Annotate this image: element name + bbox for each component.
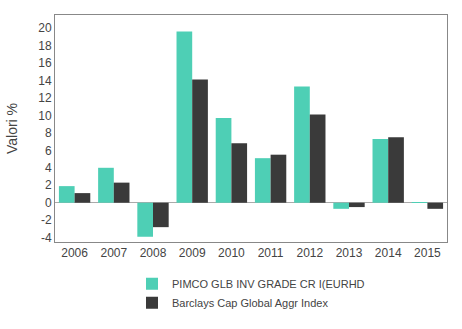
svg-text:2011: 2011 (258, 246, 284, 260)
svg-text:-4: -4 (41, 231, 52, 245)
svg-text:20: 20 (38, 21, 52, 35)
svg-text:16: 16 (38, 56, 52, 70)
svg-text:10: 10 (38, 109, 52, 123)
svg-text:2009: 2009 (179, 246, 206, 260)
svg-text:18: 18 (38, 39, 52, 53)
svg-text:-2: -2 (41, 213, 52, 227)
svg-text:Valori %: Valori % (4, 103, 20, 154)
svg-text:PIMCO GLB INV GRADE CR I(EURHD: PIMCO GLB INV GRADE CR I(EURHD (172, 278, 365, 290)
svg-text:4: 4 (45, 161, 52, 175)
svg-text:0: 0 (45, 196, 52, 210)
svg-text:2006: 2006 (61, 246, 88, 260)
svg-text:2015: 2015 (414, 246, 441, 260)
svg-text:8: 8 (45, 126, 52, 140)
svg-text:2013: 2013 (336, 246, 363, 260)
svg-text:2007: 2007 (100, 246, 127, 260)
svg-text:2: 2 (45, 178, 52, 192)
svg-text:2012: 2012 (296, 246, 323, 260)
svg-text:12: 12 (38, 91, 52, 105)
svg-text:2008: 2008 (140, 246, 167, 260)
svg-text:2010: 2010 (218, 246, 245, 260)
svg-text:14: 14 (38, 74, 52, 88)
svg-text:6: 6 (45, 144, 52, 158)
svg-text:2014: 2014 (375, 246, 402, 260)
svg-text:Barclays Cap Global Aggr Index: Barclays Cap Global Aggr Index (172, 297, 328, 309)
